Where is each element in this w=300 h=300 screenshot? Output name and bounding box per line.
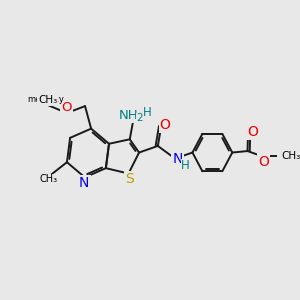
Text: CH₃: CH₃ [40, 174, 58, 184]
Text: O: O [61, 101, 72, 114]
Text: O: O [160, 118, 170, 132]
Text: O: O [258, 154, 269, 169]
Text: N: N [79, 176, 89, 190]
Text: 2: 2 [136, 113, 142, 123]
Text: S: S [125, 172, 134, 186]
Text: CH₃: CH₃ [38, 95, 57, 105]
Text: N: N [172, 152, 183, 166]
Text: CH₃: CH₃ [281, 152, 300, 161]
Text: NH: NH [119, 110, 139, 122]
Text: methoxy: methoxy [28, 95, 64, 104]
Text: H: H [181, 159, 190, 172]
Text: O: O [247, 124, 258, 139]
Text: H: H [142, 106, 151, 119]
